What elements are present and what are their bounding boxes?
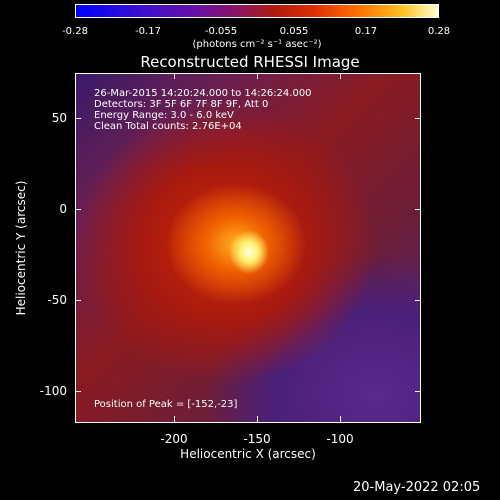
footer-date: 20-May-2022 02:05 [353, 480, 481, 495]
annotation-time-range: 26-Mar-2015 14:20:24.000 to 14:26:24.000 [94, 88, 312, 99]
x-tick-mark [340, 416, 341, 422]
y-tick-mark [75, 209, 81, 210]
x-tick-mark [257, 416, 258, 422]
y-tick-mark [415, 391, 421, 392]
peak-position-label: Position of Peak = [-152,-23] [94, 399, 238, 410]
y-tick-mark [415, 118, 421, 119]
annotation-detectors: Detectors: 3F 5F 6F 7F 8F 9F, Att 0 [94, 99, 269, 110]
colorbar [75, 4, 439, 18]
y-axis-title: Heliocentric Y (arcsec) [14, 180, 28, 316]
x-tick-label: -100 [326, 432, 354, 446]
colorbar-tick-label: 0.28 [427, 26, 451, 37]
annotation-energy-range: Energy Range: 3.0 - 6.0 keV [94, 110, 234, 121]
colorbar-unit-label: (photons cm⁻² s⁻¹ asec⁻²) [192, 39, 322, 50]
x-axis-title: Heliocentric X (arcsec) [180, 447, 316, 461]
x-tick-label: -200 [160, 432, 188, 446]
colorbar-tick-label: 0.055 [279, 26, 309, 37]
colorbar-tick-label: -0.055 [204, 26, 238, 37]
y-tick-mark [75, 300, 81, 301]
x-tick-mark [174, 416, 175, 422]
y-tick-mark [75, 391, 81, 392]
x-tick-mark [174, 73, 175, 79]
colorbar-tick-label: -0.17 [135, 26, 161, 37]
colorbar-tick-label: 0.17 [354, 26, 378, 37]
chart-title: Reconstructed RHESSI Image [140, 53, 360, 71]
y-tick-label: 50 [51, 111, 67, 125]
y-tick-mark [75, 118, 81, 119]
annotation-total-counts: Clean Total counts: 2.76E+04 [94, 121, 242, 132]
x-tick-mark [257, 73, 258, 79]
x-tick-mark [340, 73, 341, 79]
y-tick-mark [415, 300, 421, 301]
y-tick-mark [415, 209, 421, 210]
y-tick-label: -100 [39, 384, 67, 398]
colorbar-tick-label: -0.28 [62, 26, 88, 37]
y-tick-label: 0 [59, 202, 67, 216]
heatmap-image: 26-Mar-2015 14:20:24.000 to 14:26:24.000… [75, 73, 421, 423]
x-tick-label: -150 [243, 432, 271, 446]
y-tick-label: -50 [47, 293, 67, 307]
